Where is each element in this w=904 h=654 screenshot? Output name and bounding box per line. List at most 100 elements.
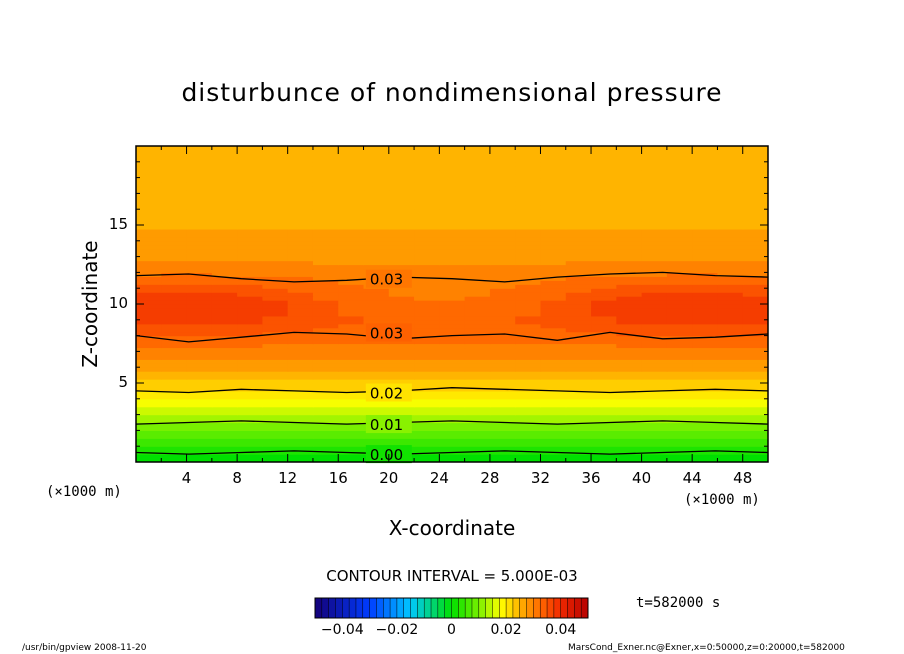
field-cell — [312, 315, 339, 321]
field-cell — [515, 371, 542, 376]
field-cell — [717, 161, 744, 167]
field-cell — [540, 434, 567, 439]
field-cell — [515, 205, 542, 210]
field-cell — [666, 221, 693, 226]
field-cell — [641, 300, 668, 305]
field-cell — [211, 371, 238, 376]
field-cell — [464, 221, 491, 226]
field-cell — [692, 173, 719, 179]
field-cell — [388, 442, 415, 447]
field-cell — [161, 418, 188, 424]
field-cell — [489, 371, 516, 376]
field-cell — [616, 193, 643, 198]
field-cell — [186, 248, 213, 254]
field-cell — [717, 169, 744, 175]
field-cell — [591, 146, 617, 151]
field-cell — [717, 225, 744, 230]
colorbar-swatch — [383, 598, 391, 618]
field-cell — [439, 371, 466, 376]
field-cell — [540, 446, 567, 451]
field-cell — [211, 442, 238, 447]
colorbar-swatch — [369, 598, 377, 618]
field-cell — [591, 386, 617, 392]
field-cell — [591, 189, 617, 194]
field-cell — [287, 363, 314, 368]
field-cell — [464, 240, 491, 246]
field-cell — [414, 177, 440, 183]
field-cell — [186, 406, 213, 412]
field-cell — [464, 252, 491, 258]
field-cell — [262, 236, 289, 242]
field-cell — [666, 149, 693, 155]
colorbar-swatch — [540, 598, 548, 618]
field-cell — [565, 161, 592, 167]
field-cell — [641, 276, 668, 281]
field-cell — [161, 402, 188, 408]
field-cell — [717, 189, 744, 194]
field-cell — [338, 398, 365, 404]
field-cell — [515, 446, 542, 451]
field-cell — [439, 181, 466, 187]
field-cell — [186, 446, 213, 451]
field-cell — [312, 268, 339, 273]
field-cell — [287, 221, 314, 226]
field-cell — [338, 339, 365, 345]
field-cell — [237, 228, 263, 234]
field-cell — [464, 363, 491, 368]
field-cell — [515, 386, 542, 392]
field-cell — [616, 153, 643, 159]
field-cell — [616, 367, 643, 372]
field-cell — [666, 454, 693, 459]
field-cell — [717, 288, 744, 293]
x-tick-label: 8 — [232, 469, 242, 487]
field-cell — [489, 367, 516, 372]
field-cell — [262, 410, 289, 416]
field-cell — [287, 177, 314, 183]
field-cell — [591, 311, 617, 317]
field-cell — [515, 292, 542, 297]
field-cell — [312, 430, 339, 435]
colorbar-tick-label: 0.02 — [490, 622, 522, 638]
field-cell — [616, 347, 643, 352]
field-cell — [363, 165, 390, 171]
field-cell — [287, 347, 314, 352]
field-cell — [489, 304, 516, 309]
field-cell — [186, 307, 213, 313]
field-cell — [287, 426, 314, 431]
field-cell — [287, 371, 314, 376]
field-cell — [186, 217, 213, 222]
field-cell — [237, 304, 263, 309]
field-cell — [439, 351, 466, 356]
field-cell — [565, 359, 592, 364]
field-cell — [237, 458, 263, 462]
x-tick-label: 44 — [682, 469, 702, 487]
field-cell — [464, 205, 491, 210]
field-cell — [262, 398, 289, 404]
field-cell — [439, 169, 466, 175]
field-cell — [565, 236, 592, 242]
field-cell — [540, 307, 567, 313]
field-cell — [211, 189, 238, 194]
field-cell — [616, 371, 643, 376]
field-cell — [338, 225, 365, 230]
field-cell — [666, 173, 693, 179]
field-cell — [591, 347, 617, 352]
field-cell — [136, 331, 162, 337]
field-cell — [464, 422, 491, 428]
field-cell — [211, 331, 238, 337]
field-cell — [641, 260, 668, 266]
field-cell — [262, 157, 289, 163]
field-cell — [312, 149, 339, 155]
field-cell — [641, 426, 668, 431]
field-cell — [742, 260, 768, 266]
field-cell — [717, 185, 744, 191]
field-cell — [136, 232, 162, 238]
field-cell — [186, 343, 213, 349]
field-cell — [666, 177, 693, 183]
field-cell — [717, 458, 744, 462]
field-cell — [717, 323, 744, 329]
field-cell — [262, 240, 289, 246]
field-cell — [591, 280, 617, 285]
field-cell — [717, 379, 744, 384]
field-cell — [262, 292, 289, 297]
